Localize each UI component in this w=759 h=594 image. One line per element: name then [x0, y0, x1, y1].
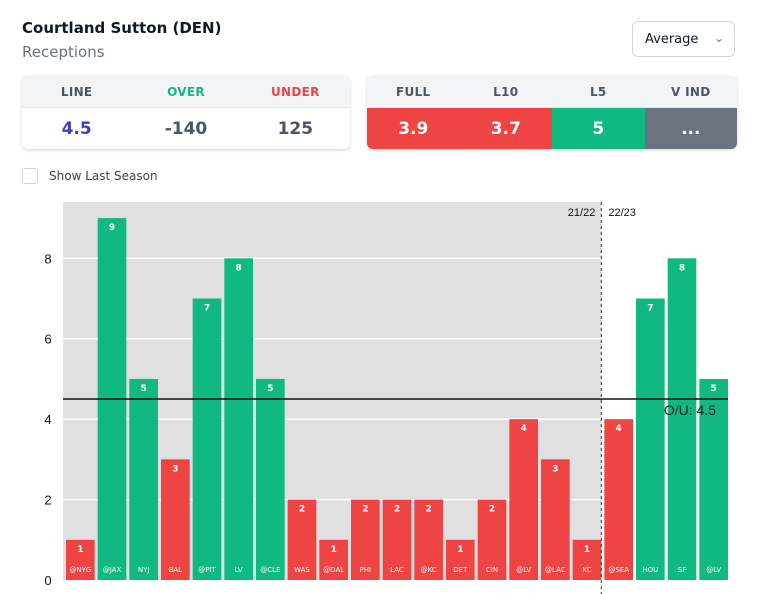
bar-category-label: LAC [390, 566, 404, 574]
bar-category-label: HOU [642, 566, 658, 574]
stat-subtitle: Receptions [22, 43, 105, 61]
bar-category-label: @CLE [260, 566, 280, 574]
average-dropdown[interactable]: Average ⌄ [632, 21, 735, 57]
bar-value-label: 9 [109, 223, 115, 233]
average-value: 3.9 [367, 108, 460, 149]
bar-@LV [699, 378, 728, 580]
odds-header: OVER [167, 84, 205, 99]
y-tick-label: 0 [44, 573, 51, 588]
bar-category-label: LV [235, 566, 243, 574]
y-tick-label: 8 [44, 251, 51, 266]
bar-category-label: @NYG [69, 566, 91, 574]
bar-@PIT [192, 298, 222, 580]
bar-category-label: @LV [706, 566, 721, 574]
bar-value-label: 8 [236, 263, 242, 273]
bar-category-label: @KC [421, 566, 437, 574]
bar-category-label: KC [582, 566, 591, 574]
bar-value-label: 2 [489, 505, 495, 515]
bar-@CLE [256, 378, 285, 580]
bar-CIN [477, 499, 507, 580]
bar-value-label: 1 [331, 545, 337, 555]
bar-category-label: NYJ [138, 566, 150, 574]
bar-value-label: 2 [426, 505, 432, 515]
bar-value-label: 2 [299, 505, 305, 515]
bar-value-label: 5 [267, 384, 273, 394]
bar-category-label: @PIT [198, 566, 216, 574]
bar-value-label: 3 [172, 464, 178, 474]
bar-value-label: 7 [204, 304, 210, 314]
bar-category-label: @SEA [608, 566, 629, 574]
average-header: V IND [671, 84, 711, 99]
bar-value-label: 4 [521, 424, 527, 434]
y-tick-label: 4 [44, 412, 51, 427]
bar-KC [572, 539, 602, 580]
odds-value: -140 [164, 118, 208, 139]
bar-category-label: @LV [516, 566, 531, 574]
bar-value-label: 5 [711, 384, 717, 394]
player-title: Courtland Sutton (DEN) [22, 19, 222, 37]
average-value: 3.7 [459, 108, 552, 149]
show-last-season-checkbox[interactable] [22, 168, 38, 184]
odds-value: 125 [277, 118, 314, 139]
odds-header: UNDER [270, 84, 320, 99]
bar-category-label: PHI [360, 566, 372, 574]
bar-category-label: WAS [294, 566, 310, 574]
bar-value-label: 4 [616, 424, 622, 434]
y-tick-label: 6 [44, 332, 51, 347]
average-header: FULL [396, 84, 431, 99]
bar-@LV [509, 419, 538, 580]
bar-@NYG [66, 539, 95, 580]
bar-value-label: 3 [552, 464, 558, 474]
bar-value-label: 5 [141, 384, 147, 394]
bar-BAL [161, 459, 190, 580]
bar-WAS [287, 499, 317, 580]
bar-DET [446, 539, 475, 580]
bar-value-label: 2 [394, 505, 400, 515]
show-last-season-label[interactable]: Show Last Season [49, 169, 158, 183]
bar-value-label: 1 [584, 545, 590, 555]
odds-value: 4.5 [61, 118, 92, 139]
bar-value-label: 1 [77, 545, 83, 555]
bar-category-label: CIN [486, 566, 498, 574]
bar-HOU [636, 298, 665, 580]
bar-@KC [414, 499, 443, 580]
bar-category-label: SF [678, 566, 686, 574]
odds-header: LINE [60, 84, 93, 99]
over-under-label: O/U: 4.5 [664, 402, 716, 418]
average-value: 5 [552, 108, 645, 149]
bar-value-label: 8 [679, 263, 685, 273]
bar-LV [224, 258, 253, 580]
odds-card: LINE OVER UNDER 4.5 -140 125 [22, 76, 350, 149]
chevron-down-icon: ⌄ [713, 31, 724, 45]
average-header: L10 [493, 84, 519, 99]
season-label: 22/23 [608, 207, 636, 219]
bar-NYJ [129, 378, 158, 580]
dropdown-value: Average [645, 31, 699, 47]
average-header: L5 [589, 84, 607, 99]
bar-@LAC [541, 459, 570, 580]
bar-value-label: 2 [362, 505, 368, 515]
bar-category-label: BAL [169, 566, 183, 574]
bar-category-label: @DAL [323, 566, 344, 574]
average-value: ... [644, 108, 737, 149]
averages-card: FULL L10 L5 V IND 3.9 3.7 5... [367, 76, 737, 149]
bar-SF [667, 258, 697, 580]
y-tick-label: 2 [44, 493, 51, 508]
bar-@SEA [604, 419, 633, 580]
bar-PHI [351, 499, 380, 580]
bar-@DAL [319, 539, 348, 580]
bar-LAC [382, 499, 412, 580]
season-label: 21/22 [568, 207, 596, 219]
bar-category-label: @LAC [545, 566, 566, 574]
bar-value-label: 7 [647, 304, 653, 314]
bar-value-label: 1 [457, 545, 463, 555]
bar-category-label: @JAX [103, 566, 122, 574]
bar-category-label: DET [453, 566, 468, 574]
